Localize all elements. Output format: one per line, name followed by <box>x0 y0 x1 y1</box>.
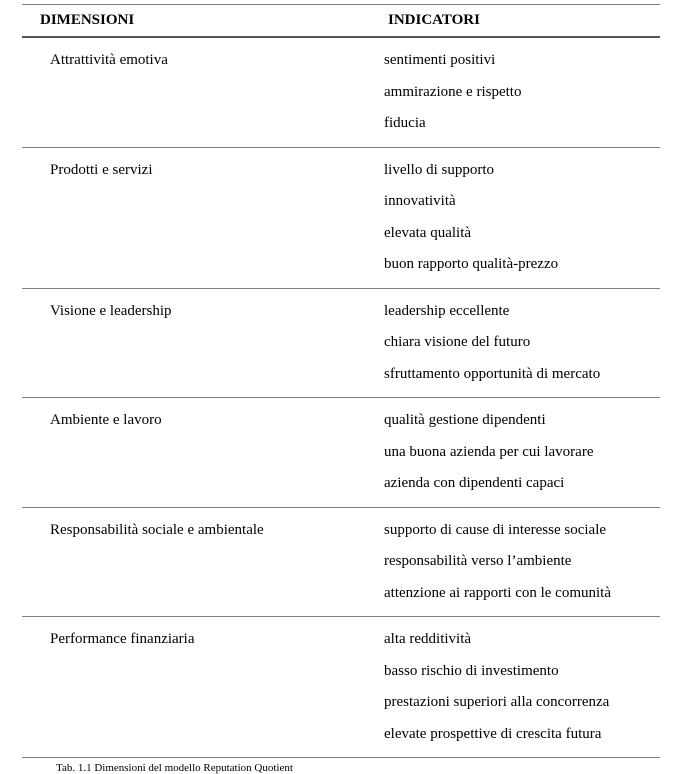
table-row: Prodotti e servizi livello di supporto i… <box>22 147 660 288</box>
table-header-row: DIMENSIONI INDICATORI <box>22 5 660 38</box>
indicator-line: leadership eccellente <box>384 296 648 328</box>
header-indicatori: INDICATORI <box>370 5 660 38</box>
indicator-line: livello di supporto <box>384 155 648 187</box>
indicator-line: supporto di cause di interesse sociale <box>384 515 648 547</box>
indicator-line: fiducia <box>384 108 648 140</box>
indicator-line: elevata qualità <box>384 218 648 250</box>
indicator-cell: alta redditività basso rischio di invest… <box>370 617 660 758</box>
dimension-cell: Prodotti e servizi <box>22 147 370 288</box>
indicator-line: alta redditività <box>384 624 648 656</box>
table-row: Visione e leadership leadership eccellen… <box>22 288 660 398</box>
indicator-cell: livello di supporto innovatività elevata… <box>370 147 660 288</box>
reputation-quotient-table: DIMENSIONI INDICATORI Attrattività emoti… <box>22 4 660 758</box>
indicator-line: responsabilità verso l’ambiente <box>384 546 648 578</box>
indicator-line: sentimenti positivi <box>384 45 648 77</box>
table-row: Ambiente e lavoro qualità gestione dipen… <box>22 398 660 508</box>
table-caption: Tab. 1.1 Dimensioni del modello Reputati… <box>0 758 682 774</box>
dimension-cell: Visione e leadership <box>22 288 370 398</box>
dimension-cell: Attrattività emotiva <box>22 37 370 147</box>
table-row: Performance finanziaria alta redditività… <box>22 617 660 758</box>
table-body: Attrattività emotiva sentimenti positivi… <box>22 37 660 758</box>
indicator-line: innovatività <box>384 186 648 218</box>
indicator-cell: qualità gestione dipendenti una buona az… <box>370 398 660 508</box>
indicator-line: sfruttamento opportunità di mercato <box>384 359 648 391</box>
indicator-line: azienda con dipendenti capaci <box>384 468 648 500</box>
indicator-line: basso rischio di investimento <box>384 656 648 688</box>
dimension-cell: Responsabilità sociale e ambientale <box>22 507 370 617</box>
dimension-cell: Performance finanziaria <box>22 617 370 758</box>
indicator-line: prestazioni superiori alla concorrenza <box>384 687 648 719</box>
reputation-quotient-table-wrap: DIMENSIONI INDICATORI Attrattività emoti… <box>0 0 682 758</box>
indicator-line: elevate prospettive di crescita futura <box>384 719 648 751</box>
table-row: Responsabilità sociale e ambientale supp… <box>22 507 660 617</box>
indicator-line: ammirazione e rispetto <box>384 77 648 109</box>
indicator-cell: leadership eccellente chiara visione del… <box>370 288 660 398</box>
indicator-line: chiara visione del futuro <box>384 327 648 359</box>
indicator-cell: supporto di cause di interesse sociale r… <box>370 507 660 617</box>
indicator-cell: sentimenti positivi ammirazione e rispet… <box>370 37 660 147</box>
dimension-cell: Ambiente e lavoro <box>22 398 370 508</box>
header-dimensioni: DIMENSIONI <box>22 5 370 38</box>
indicator-line: attenzione ai rapporti con le comunità <box>384 578 648 610</box>
indicator-line: buon rapporto qualità-prezzo <box>384 249 648 281</box>
indicator-line: una buona azienda per cui lavorare <box>384 437 648 469</box>
indicator-line: qualità gestione dipendenti <box>384 405 648 437</box>
table-row: Attrattività emotiva sentimenti positivi… <box>22 37 660 147</box>
